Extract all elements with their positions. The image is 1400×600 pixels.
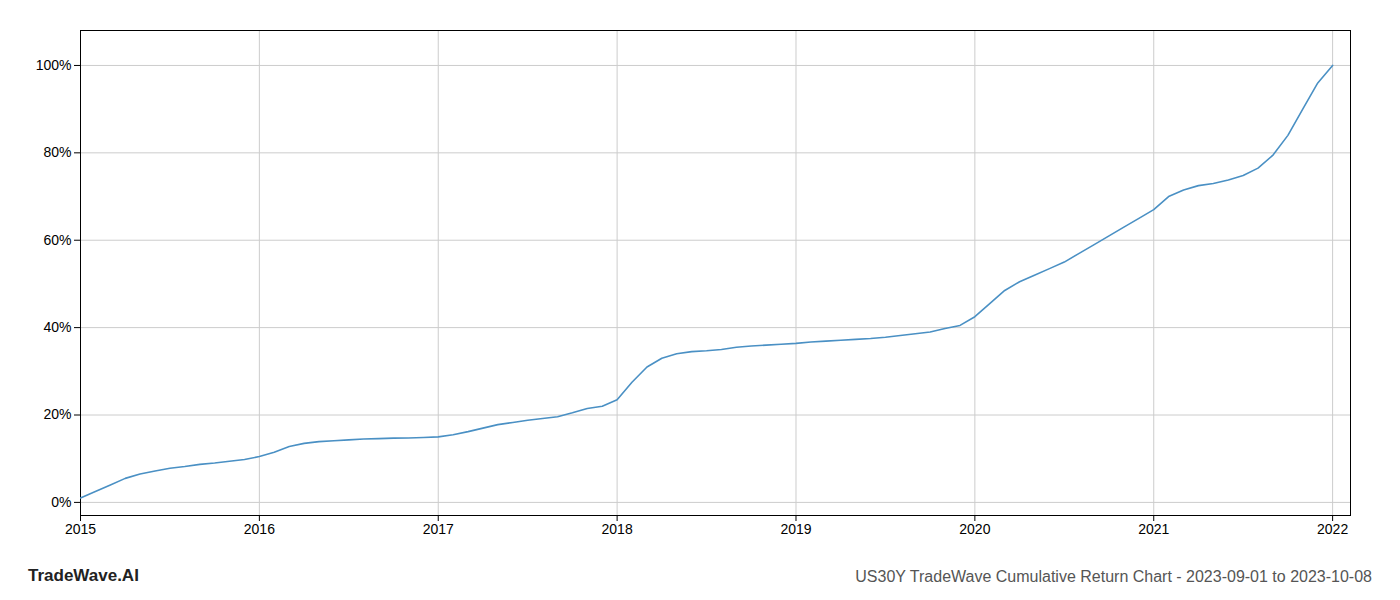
svg-text:2016: 2016 <box>244 521 275 537</box>
svg-text:0%: 0% <box>51 494 71 510</box>
svg-text:2017: 2017 <box>423 521 454 537</box>
svg-text:2020: 2020 <box>959 521 990 537</box>
svg-text:2018: 2018 <box>602 521 633 537</box>
svg-text:2021: 2021 <box>1138 521 1169 537</box>
svg-text:2022: 2022 <box>1317 521 1348 537</box>
svg-text:20%: 20% <box>43 406 71 422</box>
svg-text:2015: 2015 <box>65 521 96 537</box>
svg-text:2019: 2019 <box>780 521 811 537</box>
svg-text:40%: 40% <box>43 319 71 335</box>
svg-text:100%: 100% <box>36 57 72 73</box>
html-text:US30Y TradeWave Cumulative Ret: US30Y TradeWave Cumulative Return Chart … <box>855 568 1372 585</box>
svg-text:60%: 60% <box>43 232 71 248</box>
svg-text:80%: 80% <box>43 144 71 160</box>
html-text:TradeWave.AI: TradeWave.AI <box>28 566 139 585</box>
